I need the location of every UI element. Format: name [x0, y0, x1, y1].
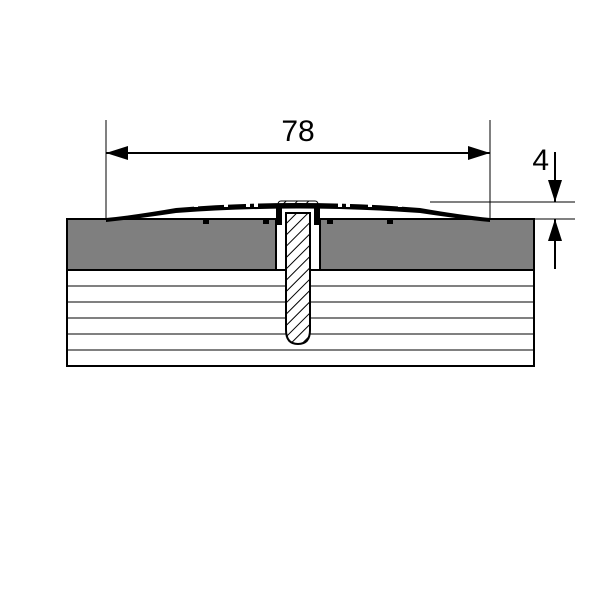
- dimension-width-label: 78: [281, 115, 314, 148]
- diagram-stage: 78 4: [0, 0, 600, 600]
- dimension-height-label: 4: [532, 144, 549, 177]
- diagram-svg: 78 4: [0, 0, 600, 600]
